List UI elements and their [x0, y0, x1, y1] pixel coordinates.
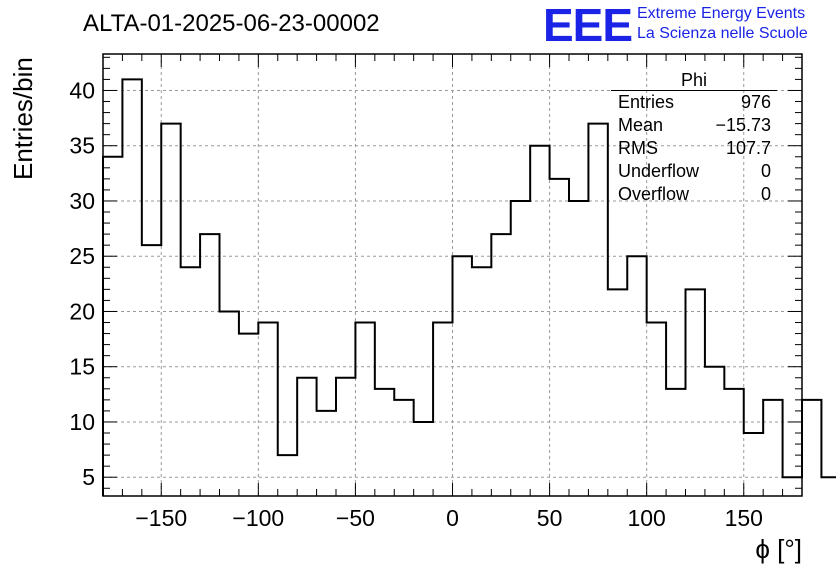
stats-value: 976 [740, 92, 771, 112]
stats-label: Entries [618, 92, 675, 112]
stats-label: RMS [618, 138, 658, 158]
y-tick-label: 40 [69, 77, 95, 103]
x-tick-label: 150 [725, 505, 763, 531]
stats-label: Mean [618, 115, 664, 135]
eee-logo-text: Extreme Energy Events La Scienza nelle S… [637, 4, 808, 44]
x-tick-label: 50 [537, 505, 563, 531]
x-tick-label: −150 [135, 505, 187, 531]
stats-label: Overflow [618, 184, 690, 204]
stats-row: Overflow 0 [611, 183, 777, 206]
y-tick-label: 20 [69, 298, 95, 324]
eee-logo-mark: EEE [543, 0, 633, 51]
x-tick-label: −50 [336, 505, 375, 531]
y-tick-label: 30 [69, 188, 95, 214]
logo-line-1: Extreme Energy Events [637, 5, 806, 22]
stats-value: 0 [760, 184, 771, 204]
y-tick-label: 25 [69, 243, 95, 269]
x-tick-label: 0 [446, 505, 459, 531]
chart-title: ALTA-01-2025-06-23-00002 [83, 10, 380, 37]
histogram-bins [102, 78, 836, 496]
y-tick-label: 5 [82, 464, 95, 490]
stats-label: Underflow [618, 161, 700, 181]
stats-row: Underflow 0 [611, 160, 777, 183]
x-tick-label: −100 [232, 505, 284, 531]
y-axis-label: Entries/bin [8, 57, 38, 180]
stats-row: Entries 976 [611, 91, 777, 114]
stats-row: RMS 107.7 [611, 137, 777, 160]
stats-row: Mean −15.73 [611, 114, 777, 137]
stats-box: Phi Entries 976 Mean −15.73 RMS 107.7 Underflo… [611, 70, 777, 206]
stats-value: 0 [760, 161, 771, 181]
y-tick-label: 35 [69, 133, 95, 159]
stats-value: 107.7 [725, 138, 771, 158]
y-tick-label: 15 [69, 354, 95, 380]
x-axis-label: ϕ [°] [755, 534, 802, 564]
logo-line-2: La Scienza nelle Scuole [637, 25, 808, 42]
x-tick-label: 100 [627, 505, 665, 531]
stats-value: −15.73 [715, 115, 771, 135]
y-tick-label: 10 [69, 409, 95, 435]
stats-title: Phi [611, 70, 777, 91]
